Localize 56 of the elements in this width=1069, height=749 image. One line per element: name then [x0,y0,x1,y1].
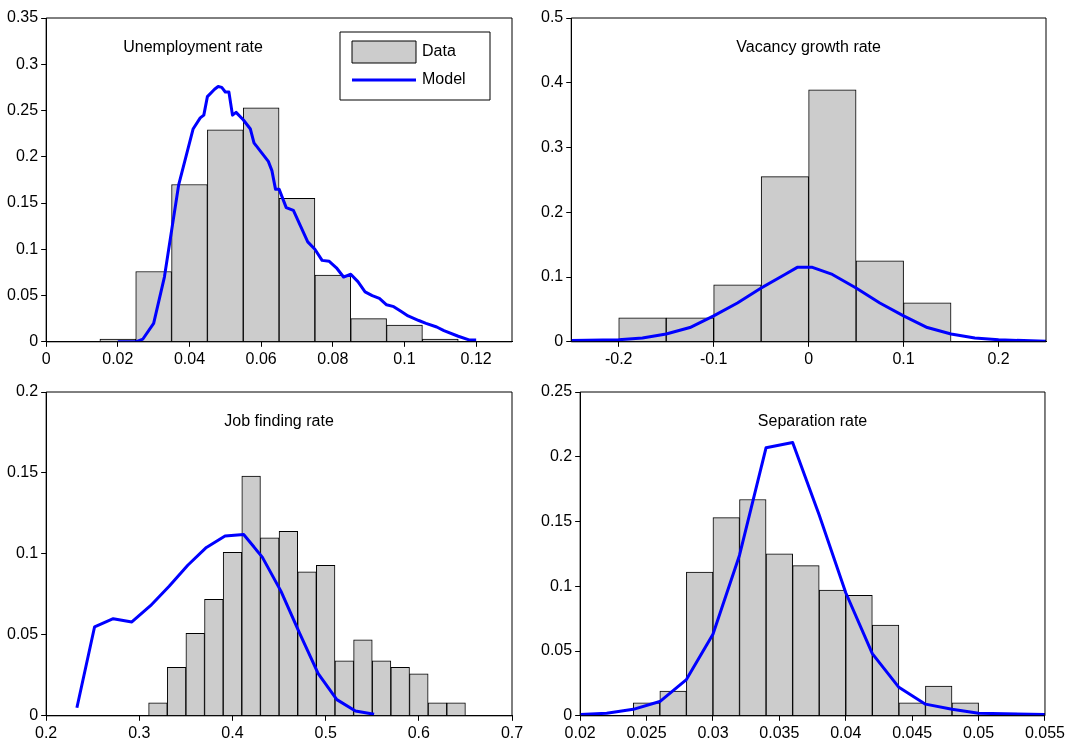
y-tick-label: 0.2 [15,382,39,400]
text: Unemployment rate [123,38,263,56]
y-tick-label: 0 [554,332,564,350]
y-tick-label: 0.35 [7,8,39,26]
x-tick-label: 0.5 [314,723,337,741]
text: Separation rate [757,412,868,430]
y-tick-label: 0.1 [549,576,573,594]
x-tick-label: 0.1 [393,349,416,367]
x-tick-label: 0.2 [987,349,1010,367]
y-tick-label: 0.15 [541,511,573,529]
y-tick-label: 0.1 [15,544,39,562]
x-tick-label: 0.12 [460,349,492,367]
y-tick-label: 0 [29,706,39,724]
x-tick-label: 0.06 [245,349,277,367]
y-tick-label: 0.05 [7,625,39,643]
y-tick-label: 0.25 [541,382,573,400]
y-tick-label: 0.25 [7,100,39,118]
x-tick-label: 0.035 [759,723,800,741]
legend-label: Model [422,70,466,88]
x-tick-label: 0.1 [892,349,915,367]
y-tick-label: 0.2 [540,202,564,220]
y-tick-label: 0.2 [549,447,573,465]
legend-label: Data [422,42,456,60]
x-tick-label: 0 [804,349,814,367]
y-tick-label: 0 [563,706,573,724]
y-tick-label: 0.15 [7,193,39,211]
x-tick-label: 0.04 [830,723,862,741]
x-tick-label: -0.2 [604,349,633,367]
x-tick-label: 0.055 [1024,723,1066,741]
x-tick-label: 0.7 [500,723,524,741]
x-tick-label: 0.3 [128,723,151,741]
x-tick-label: 0.6 [407,723,431,741]
y-tick-label: 0.5 [540,8,564,26]
x-tick-label: 0.02 [102,349,134,367]
x-tick-label: 0.045 [892,723,933,741]
y-tick-label: 0.2 [15,147,39,165]
text: Job finding rate [224,412,334,430]
x-tick-label: 0.08 [317,349,349,367]
y-tick-label: 0.3 [540,137,564,155]
y-tick-label: 0.4 [540,73,564,91]
y-tick-label: 0.05 [541,641,573,659]
x-tick-label: 0.04 [173,349,206,367]
text: Vacancy growth rate [736,38,882,56]
x-tick-label: 0.02 [564,723,596,741]
x-tick-label: 0.4 [221,723,244,741]
x-tick-label: 0.03 [697,723,729,741]
x-tick-label: -0.1 [699,349,728,367]
y-tick-label: 0 [29,332,39,350]
y-tick-label: 0.05 [7,285,39,303]
y-tick-label: 0.1 [540,267,564,285]
x-tick-label: 0.05 [963,723,995,741]
y-tick-label: 0.15 [7,463,39,481]
x-tick-label: 0 [41,349,51,367]
y-tick-label: 0.1 [15,239,39,257]
x-tick-label: 0.025 [626,723,667,741]
y-tick-label: 0.3 [15,54,39,72]
